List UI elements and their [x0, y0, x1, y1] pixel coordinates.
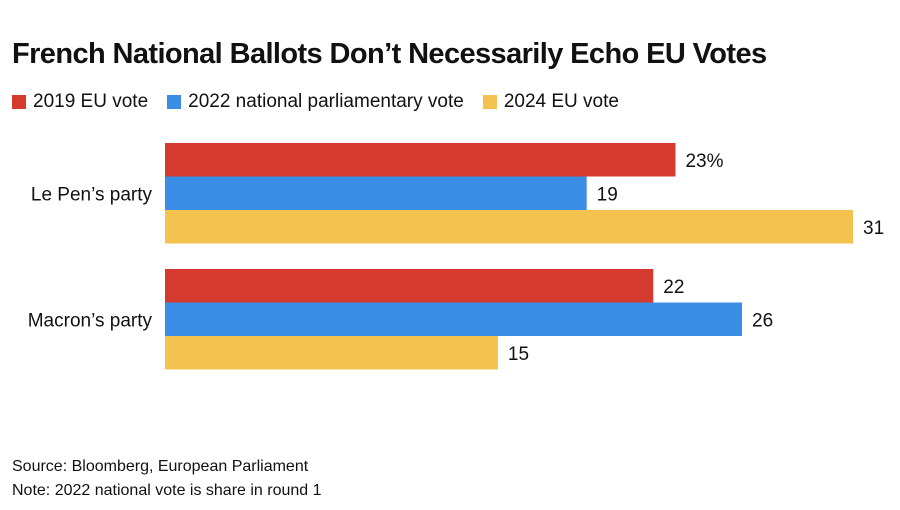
legend-item-2024-eu: 2024 EU vote [482, 91, 619, 113]
chart-title: French National Ballots Don’t Necessaril… [12, 38, 767, 70]
legend-item-2022-national: 2022 national parliamentary vote [167, 91, 464, 113]
category-label-macron-s-party: Macron’s party [28, 310, 153, 331]
legend-label-2022-national: 2022 national parliamentary vote [188, 91, 464, 112]
legend-swatch-2019-eu [12, 95, 26, 109]
bar-macron-s-party-2024-eu-vote [165, 336, 498, 370]
bar-le-pen-s-party-2022-national-parliamentary-vote [165, 176, 587, 210]
footnote: Note: 2022 national vote is share in rou… [12, 482, 322, 499]
category-label-le-pen-s-party: Le Pen’s party [31, 184, 153, 205]
legend: 2019 EU vote 2022 national parliamentary… [12, 91, 638, 113]
value-label-macron-s-party-2024-eu-vote: 15 [508, 344, 529, 365]
value-label-le-pen-s-party-2019-eu-vote: 23% [685, 151, 723, 172]
value-label-macron-s-party-2022-national-parliamentary-vote: 26 [752, 310, 773, 331]
bar-macron-s-party-2022-national-parliamentary-vote [165, 302, 743, 336]
legend-label-2019-eu: 2019 EU vote [33, 91, 149, 112]
legend-item-2019-eu: 2019 EU vote [12, 91, 148, 113]
value-label-le-pen-s-party-2022-national-parliamentary-vote: 19 [597, 184, 618, 205]
bar-macron-s-party-2019-eu-vote [165, 269, 654, 303]
value-label-macron-s-party-2019-eu-vote: 22 [663, 277, 684, 298]
legend-swatch-2022-national [167, 95, 182, 109]
bar-le-pen-s-party-2024-eu-vote [165, 210, 853, 244]
source-note: Source: Bloomberg, European Parliament [12, 458, 309, 475]
legend-label-2024-eu: 2024 EU vote [503, 91, 619, 112]
bar-le-pen-s-party-2019-eu-vote [165, 143, 676, 177]
value-label-le-pen-s-party-2024-eu-vote: 31 [863, 218, 884, 239]
legend-swatch-2024-eu [482, 95, 497, 109]
